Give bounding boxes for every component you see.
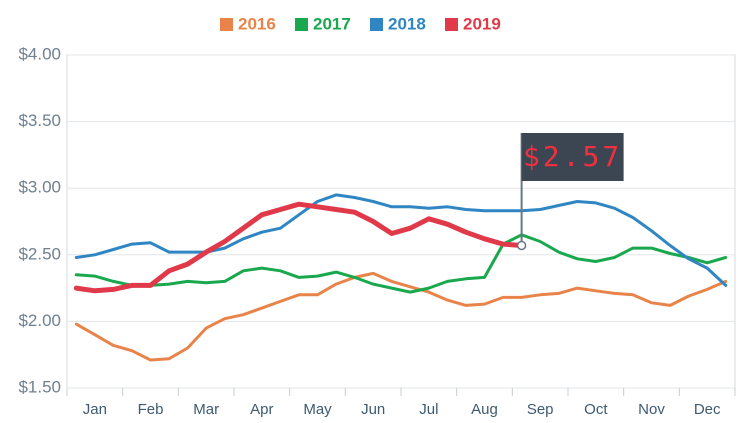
series-line (73, 201, 525, 294)
y-tick-label: $2.00 (18, 311, 61, 330)
legend-swatch (445, 18, 458, 31)
annotation: $2.57 (523, 140, 622, 173)
legend-swatch (295, 18, 308, 31)
x-tick-label: Feb (138, 401, 164, 418)
x-tick-label: Dec (694, 401, 721, 418)
legend-label: 2017 (313, 14, 351, 33)
legend-swatch (370, 18, 383, 31)
x-tick-label: Jul (419, 401, 438, 418)
legend-swatch (220, 18, 233, 31)
legend: 2016 2017 2018 2019 (220, 14, 501, 33)
y-tick-label: $4.00 (18, 44, 61, 63)
y-tick-label: $3.50 (18, 111, 61, 130)
series-line (74, 271, 728, 362)
x-tick-label: Apr (250, 401, 273, 418)
series-line (74, 193, 728, 287)
legend-label: 2019 (463, 14, 501, 33)
x-tick-label: Jun (361, 401, 385, 418)
flag (521, 133, 624, 181)
x-tick-label: May (303, 401, 332, 418)
legend-label: 2018 (388, 14, 426, 33)
x-tick-label: Mar (193, 401, 219, 418)
x-tick-label: Aug (471, 401, 498, 418)
legend-label: 2016 (238, 14, 276, 33)
plot-area (66, 54, 736, 389)
y-tick-label: $2.50 (18, 244, 61, 263)
x-tick-label: Nov (638, 401, 665, 418)
x-tick-label: Sep (527, 401, 554, 418)
y-tick-label: $3.00 (18, 178, 61, 197)
x-tick-label: Jan (83, 401, 107, 418)
series-line (74, 233, 728, 294)
flag-point (516, 240, 527, 251)
x-tick-label: Oct (584, 401, 608, 418)
y-tick-label: $1.50 (18, 377, 61, 396)
